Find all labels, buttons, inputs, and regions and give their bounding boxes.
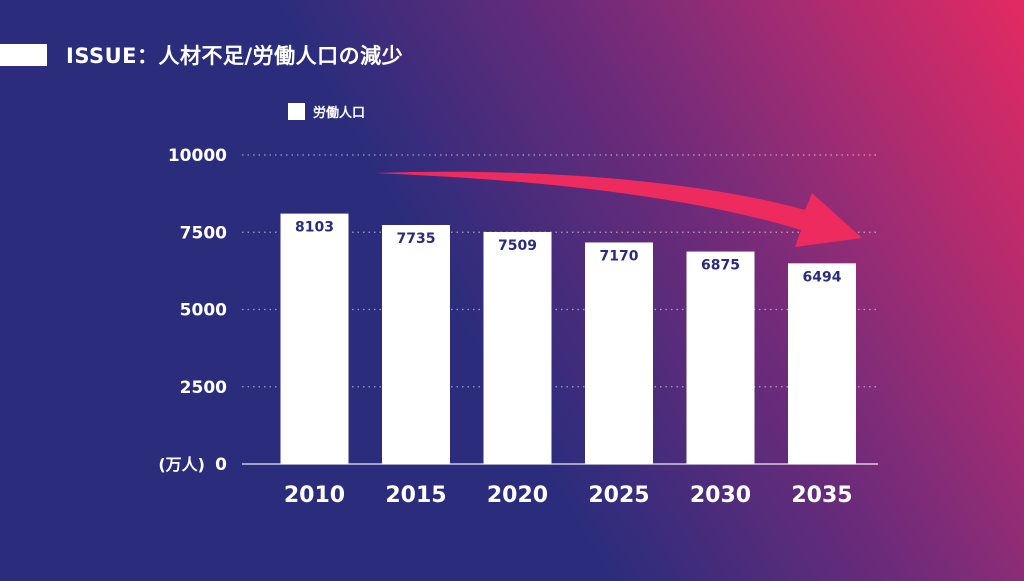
- x-tick-label: 2035: [791, 483, 852, 508]
- y-tick-label: 0: [215, 455, 227, 475]
- data-label: 8103: [295, 220, 334, 236]
- data-label: 7735: [397, 231, 436, 247]
- y-axis-unit-label: (万人): [158, 455, 205, 474]
- bar: [483, 231, 552, 464]
- data-label: 7170: [600, 248, 639, 264]
- x-tick-label: 2010: [284, 483, 345, 508]
- bar: [382, 224, 450, 464]
- data-label: 6494: [803, 269, 842, 285]
- bar: [686, 251, 755, 464]
- y-tick-label: 5000: [180, 301, 227, 321]
- page-title: ISSUE：人材不足/労働人口の減少: [66, 44, 404, 68]
- title-accent-bar: [0, 44, 47, 66]
- x-axis-ticks: 2010 2015 2020 2025 2030 2035: [284, 483, 853, 508]
- legend-label: 労働人口: [313, 106, 366, 121]
- x-tick-label: 2025: [588, 483, 649, 508]
- bar: [788, 263, 856, 464]
- data-labels: 8103 7735 7509 7170 6875 6494: [295, 220, 842, 286]
- bar: [585, 242, 653, 464]
- data-label: 6875: [701, 258, 740, 274]
- bar: [280, 213, 349, 464]
- y-tick-label: 2500: [180, 378, 227, 398]
- x-tick-label: 2030: [690, 483, 751, 508]
- trend-arrow-icon: [376, 171, 862, 247]
- chart-legend: 労働人口: [288, 102, 365, 121]
- x-tick-label: 2020: [487, 483, 548, 508]
- y-axis-ticks: 0 2500 5000 7500 10000: [168, 146, 227, 475]
- y-tick-label: 7500: [180, 223, 227, 243]
- bars: [280, 213, 856, 464]
- data-label: 7509: [498, 238, 537, 254]
- x-tick-label: 2015: [385, 483, 446, 508]
- legend-swatch: [288, 103, 305, 120]
- y-tick-label: 10000: [168, 146, 227, 166]
